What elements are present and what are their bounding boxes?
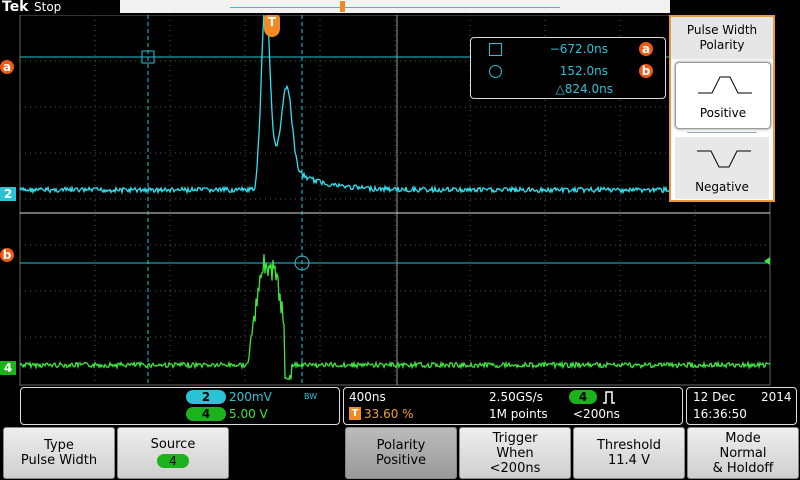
record-length: 1M points [489, 407, 548, 421]
menu-button[interactable]: Threshold 11.4 V [573, 427, 685, 479]
trigger-icon: T [349, 407, 361, 420]
trigger-position: 33.60 % [364, 407, 414, 421]
cursor-a-time: −672.0ns [549, 42, 608, 56]
date: 12 Dec [693, 390, 736, 404]
trigger-source: 4 [569, 390, 597, 404]
menu-button[interactable]: Trigger When <200ns [459, 427, 571, 479]
button-text: Threshold [596, 438, 662, 453]
ch2-marker: 2 [0, 187, 16, 201]
ch4-marker: 4 [0, 361, 16, 375]
cursor-delta: △824.0ns [555, 82, 613, 96]
button-text: 11.4 V [608, 453, 650, 468]
acquisition-panel: 400ns T 33.60 % 2.50GS/s 1M points 4 <20… [343, 387, 683, 425]
button-text: <200ns [489, 460, 541, 476]
ch2-trace [19, 15, 771, 195]
side-menu-title: Pulse Width Polarity [671, 17, 773, 59]
cursor-readout: −672.0ns a 152.0ns b △824.0ns [470, 37, 666, 99]
year: 2014 [761, 390, 792, 404]
button-badge: 4 [157, 454, 189, 468]
menu-button[interactable]: Type Pulse Width [3, 427, 115, 479]
menu-button[interactable]: Source 4 [117, 427, 229, 479]
ch2-bandwidth: BW [304, 392, 318, 401]
cursor-a-marker: a [0, 60, 14, 74]
button-text: Polarity [376, 438, 426, 453]
cursor-b-marker: b [0, 248, 14, 262]
button-text: Normal [719, 445, 767, 461]
option-label: Positive [699, 106, 747, 120]
side-menu: Pulse Width Polarity Positive Negative [669, 15, 775, 202]
button-text: Positive [375, 453, 427, 468]
record-view [120, 0, 670, 13]
button-text: When [496, 445, 534, 461]
channel-panel: 2 200mV BW 4 5.00 V [20, 387, 340, 425]
time: 16:36:50 [693, 407, 747, 421]
brand: Tek [2, 0, 29, 15]
option-negative[interactable]: Negative [675, 137, 769, 199]
cursor-b-time: 152.0ns [559, 64, 608, 78]
option-label: Negative [695, 180, 749, 194]
button-text: Trigger [492, 430, 538, 446]
run-status: Stop [34, 0, 62, 14]
ch2-scale: 200mV [229, 390, 272, 404]
ch4-trace [19, 254, 771, 381]
button-text: Pulse Width [20, 453, 98, 468]
button-text: Type [44, 438, 74, 453]
button-text: Source [150, 437, 196, 452]
ch2-badge: 2 [186, 390, 226, 404]
ch4-scale: 5.00 V [229, 407, 268, 421]
trigger-marker: T [264, 15, 280, 37]
cursor-b-label: b [639, 64, 653, 78]
cursor-a-label: a [639, 42, 653, 56]
datetime-panel: 12 Dec 2014 16:36:50 [686, 387, 797, 425]
menu-button[interactable]: Polarity Positive [345, 427, 457, 479]
menu-button[interactable]: Mode Normal & Holdoff [687, 427, 799, 479]
ch4-badge: 4 [186, 407, 226, 421]
header: Tek Stop [0, 0, 800, 15]
sample-rate: 2.50GS/s [489, 390, 543, 404]
option-positive[interactable]: Positive [675, 62, 771, 129]
trigger-condition: <200ns [573, 407, 620, 421]
time-per-div: 400ns [349, 390, 386, 404]
button-text: & Holdoff [712, 460, 774, 476]
button-text: Mode [725, 430, 761, 446]
